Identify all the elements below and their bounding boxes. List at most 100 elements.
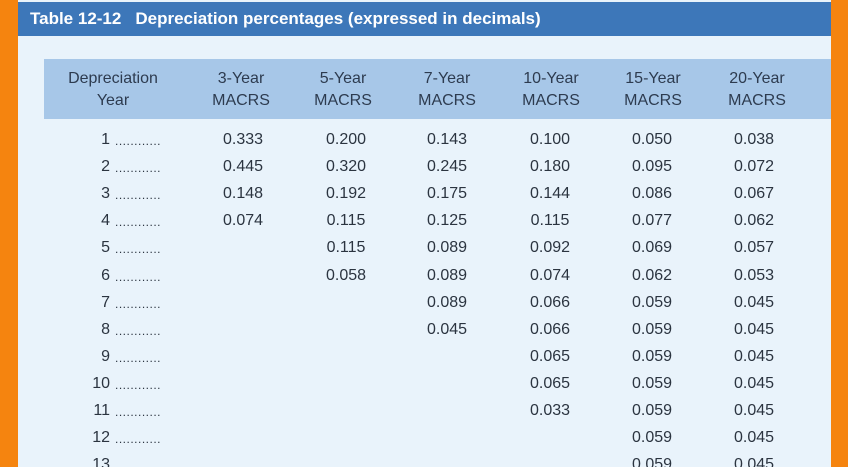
table-cell: 0.143 [426,131,468,148]
table-cell: 0.095 [631,158,673,175]
year-number: 4 [101,212,110,229]
table-cell [208,319,278,341]
table-cell [412,454,482,467]
table-cell: 0.089 [426,239,468,256]
table-cell [208,346,278,368]
year-number: 8 [101,321,110,338]
table-cell: 0.059 [631,348,673,365]
year-number: 1 [101,131,110,148]
year-number: 9 [101,348,110,365]
table-cell: 0.333 [222,131,264,148]
table-cell: 0.059 [631,429,673,446]
year-number: 11 [93,402,110,419]
table-cell: 0.066 [529,321,571,338]
leader-dots: ............ [115,134,162,148]
leader-dots: ............ [115,242,162,256]
table-cell [311,400,381,422]
year-number: 6 [101,267,110,284]
year-number: 3 [101,185,110,202]
year-number: 5 [101,239,110,256]
table-cell: 0.059 [631,294,673,311]
leader-dots: ............ [115,459,162,467]
table-cell: 0.065 [529,375,571,392]
table-cell: 0.059 [631,321,673,338]
table-header: Depreciation Year 3-Year MACRS 5-Year MACRS… [44,59,831,119]
table-cell: 0.192 [325,185,367,202]
header-15-year: 15-Year MACRS [624,70,682,109]
table-cell [311,373,381,395]
table-cell: 0.074 [529,267,571,284]
table-cell [311,427,381,449]
table-number: Table 12-12 [30,9,122,28]
table-cell: 0.089 [426,294,468,311]
year-number: 12 [92,429,110,446]
leader-dots: ............ [115,297,162,311]
leader-dots: ............ [115,188,162,202]
leader-dots: ............ [115,161,162,175]
table-cell [208,454,278,467]
header-depreciation-year: Depreciation Year [68,70,158,109]
table-cell: 0.045 [733,294,775,311]
header-7-year: 7-Year MACRS [418,70,476,109]
table-cell: 0.115 [530,212,570,229]
table-cell: 0.045 [733,321,775,338]
table-cell: 0.074 [222,212,264,229]
table-cell: 0.086 [631,185,673,202]
table-cell: 0.175 [426,185,468,202]
leader-dots: ............ [115,432,162,446]
table-cell: 0.100 [529,131,571,148]
table-cell: 0.038 [733,131,775,148]
table-cell: 0.125 [426,212,468,229]
table-cell: 0.050 [631,131,673,148]
table-cell: 0.115 [326,212,366,229]
table-cell: 0.069 [631,239,673,256]
table-cell [412,400,482,422]
table-cell: 0.045 [733,456,775,467]
table-card: Table 12-12 Depreciation percentages (ex… [18,0,831,467]
table-cell: 0.053 [733,267,775,284]
table-cell [208,400,278,422]
leader-dots: ............ [115,270,162,284]
table-cell: 0.200 [325,131,367,148]
table-cell: 0.066 [529,294,571,311]
year-number: 2 [101,158,110,175]
table-cell [412,427,482,449]
table-cell [208,373,278,395]
table-caption: Depreciation percentages (expressed in d… [135,9,541,28]
header-5-year: 5-Year MACRS [314,70,372,109]
table-cell [412,346,482,368]
table-cell: 0.059 [631,402,673,419]
table-cell: 0.092 [529,239,571,256]
table-cell: 0.115 [326,239,366,256]
table-cell: 0.045 [733,402,775,419]
table-cell: 0.065 [529,348,571,365]
header-20-year: 20-Year MACRS [728,70,786,109]
leader-dots: ............ [115,215,162,229]
table-cell: 0.033 [529,402,571,419]
table-cell [208,265,278,287]
year-number: 13 [92,456,110,467]
table-cell: 0.245 [426,158,468,175]
table-cell: 0.045 [426,321,468,338]
table-cell: 0.058 [325,267,367,284]
table-cell: 0.067 [733,185,775,202]
table-cell: 0.059 [631,375,673,392]
table-cell: 0.148 [222,185,264,202]
leader-dots: ............ [115,351,162,365]
table-cell [208,427,278,449]
table-cell [515,454,585,467]
table-cell [515,427,585,449]
table-cell [208,292,278,314]
table-title-bar: Table 12-12 Depreciation percentages (ex… [18,2,831,36]
leader-dots: ............ [115,405,162,419]
table-cell: 0.059 [631,456,673,467]
table-cell: 0.045 [733,375,775,392]
table-cell [311,319,381,341]
leader-dots: ............ [115,324,162,338]
table-cell: 0.045 [733,429,775,446]
year-number: 10 [92,375,110,392]
header-10-year: 10-Year MACRS [522,70,580,109]
table-cell [311,454,381,467]
leader-dots: ............ [115,378,162,392]
table-cell: 0.057 [733,239,775,256]
